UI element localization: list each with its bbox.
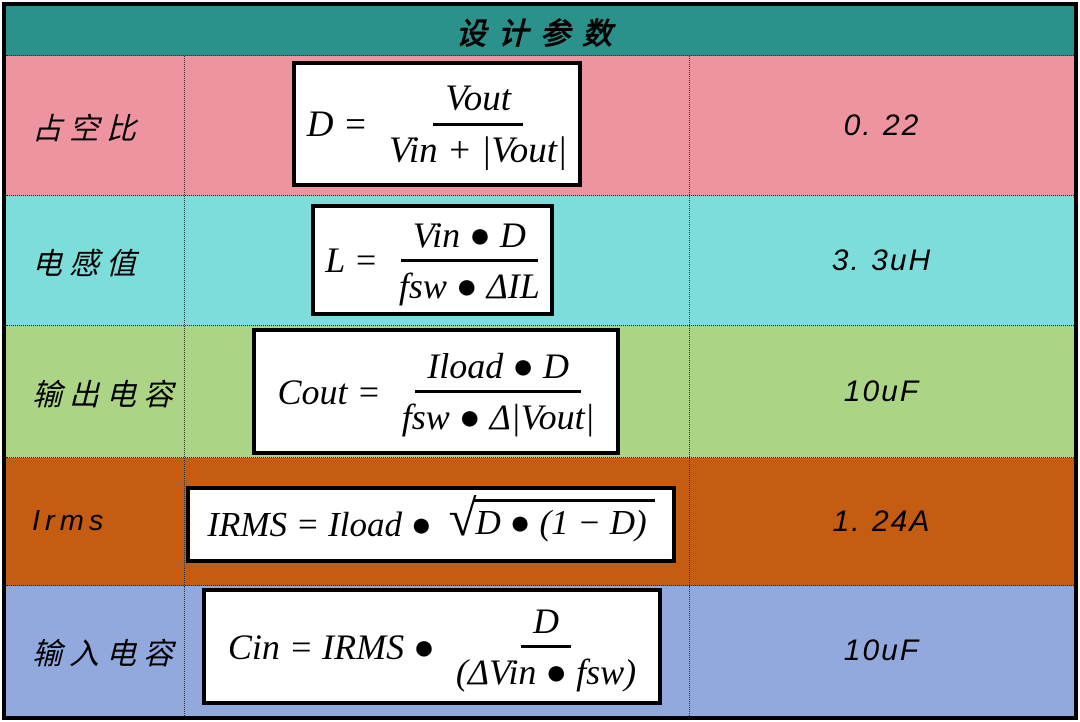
formula-denominator: fsw ● ΔIL <box>398 265 540 306</box>
formula-fraction: Vin ● D fsw ● ΔIL <box>399 214 540 307</box>
formula-lhs: IRMS = Iload ● <box>207 504 441 544</box>
row-inductance: 电感值 L = Vin ● D fsw ● ΔIL 3. 3uH <box>6 196 1074 326</box>
inductance-label: 电感值 <box>6 196 185 325</box>
row-irms: Irms IRMS = Iload ● √ D ● (1 − D) 1. 24A <box>6 458 1074 586</box>
formula-numerator: D <box>521 600 571 648</box>
output-capacitance-label: 输出电容 <box>6 326 185 457</box>
duty-cycle-formula-cell: D = Vout Vin + |Vout| <box>185 56 690 195</box>
radical-sign: √ <box>448 490 477 547</box>
output-capacitance-formula-cell: Cout = Iload ● D fsw ● Δ|Vout| <box>185 326 690 457</box>
formula-numerator: Iload ● D <box>415 345 582 393</box>
duty-cycle-value: 0. 22 <box>843 108 921 142</box>
input-capacitance-formula-cell: Cin = IRMS ● D (ΔVin ● fsw) <box>185 586 690 716</box>
input-capacitance-formula-box: Cin = IRMS ● D (ΔVin ● fsw) <box>202 588 662 705</box>
row-output-capacitance: 输出电容 Cout = Iload ● D fsw ● Δ|Vout| 10uF <box>6 326 1074 458</box>
output-capacitance-value: 10uF <box>843 374 921 408</box>
irms-value: 1. 24A <box>832 504 932 538</box>
formula-numerator: Vin ● D <box>400 214 538 262</box>
formula-lhs: Cin = IRMS ● <box>227 626 444 667</box>
formula-numerator: Vout <box>433 77 523 126</box>
duty-cycle-formula-box: D = Vout Vin + |Vout| <box>292 61 582 187</box>
row-input-capacitance: 输入电容 Cin = IRMS ● D (ΔVin ● fsw) 10uF <box>6 586 1074 716</box>
input-capacitance-value: 10uF <box>843 634 921 667</box>
inductance-value: 3. 3uH <box>831 243 933 277</box>
formula-denominator: fsw ● Δ|Vout| <box>401 397 595 437</box>
irms-formula-box: IRMS = Iload ● √ D ● (1 − D) <box>186 486 676 563</box>
formula-radicand: D ● (1 − D) <box>473 499 655 543</box>
irms-label: Irms <box>6 458 185 585</box>
row-duty-cycle: 占空比 D = Vout Vin + |Vout| 0. 22 <box>6 56 1074 196</box>
formula-lhs: Cout = <box>277 371 390 412</box>
input-capacitance-label: 输入电容 <box>6 586 185 716</box>
formula-denominator: (ΔVin ● fsw) <box>455 652 637 692</box>
irms-formula-cell: IRMS = Iload ● √ D ● (1 − D) <box>185 458 690 585</box>
table-header: 设计参数 <box>6 6 1074 56</box>
formula-fraction: Vout Vin + |Vout| <box>389 77 567 172</box>
table-title: 设计参数 <box>456 17 624 51</box>
formula-fraction: Iload ● D fsw ● Δ|Vout| <box>402 345 595 438</box>
inductance-formula-cell: L = Vin ● D fsw ● ΔIL <box>185 196 690 325</box>
formula-lhs: D = <box>306 103 377 145</box>
formula-fraction: D (ΔVin ● fsw) <box>456 600 636 693</box>
duty-cycle-label: 占空比 <box>6 56 185 195</box>
inductance-formula-box: L = Vin ● D fsw ● ΔIL <box>311 204 554 316</box>
formula-square-root: √ D ● (1 − D) <box>449 493 655 550</box>
formula-lhs: L = <box>325 240 387 280</box>
output-capacitance-formula-box: Cout = Iload ● D fsw ● Δ|Vout| <box>252 328 620 455</box>
formula-denominator: Vin + |Vout| <box>388 129 568 171</box>
